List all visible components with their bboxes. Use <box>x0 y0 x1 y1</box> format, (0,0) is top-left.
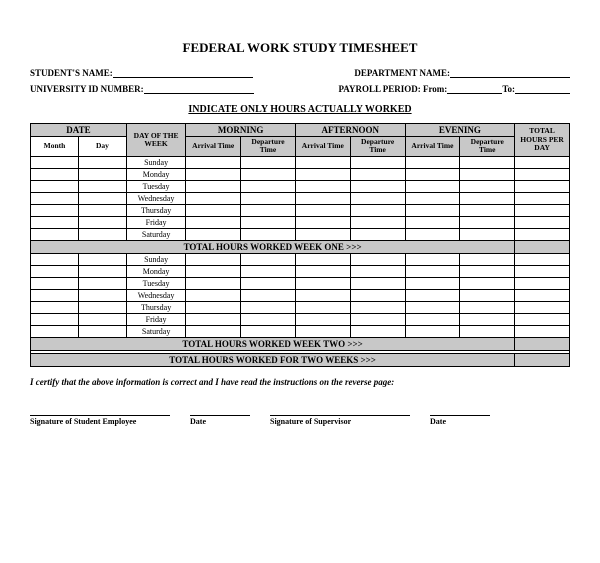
table-row: Wednesday <box>31 192 570 204</box>
th-m-dep: Departure Time <box>241 137 296 157</box>
summary-week1-value <box>515 240 570 253</box>
header-row-1: STUDENT'S NAME: DEPARTMENT NAME: <box>30 68 570 78</box>
day-cell: Wednesday <box>126 289 185 301</box>
sig-student-label: Signature of Student Employee <box>30 415 170 426</box>
table-row: Friday <box>31 216 570 228</box>
payroll-label: PAYROLL PERIOD: From: <box>338 84 447 94</box>
header-row-sub: Month Day Arrival Time Departure Time Ar… <box>31 137 570 157</box>
student-name-label: STUDENT'S NAME: <box>30 68 113 78</box>
summary-week2-label: TOTAL HOURS WORKED WEEK TWO >>> <box>31 337 515 350</box>
th-month: Month <box>31 137 79 157</box>
sig-student: Signature of Student Employee <box>30 415 170 426</box>
summary-week2-value <box>515 337 570 350</box>
day-cell: Tuesday <box>126 180 185 192</box>
page-title: FEDERAL WORK STUDY TIMESHEET <box>30 40 570 56</box>
timesheet-page: FEDERAL WORK STUDY TIMESHEET STUDENT'S N… <box>0 0 600 563</box>
student-name-field: STUDENT'S NAME: <box>30 68 253 78</box>
th-dayofweek: DAY OF THE WEEK <box>126 124 185 157</box>
table-row: Saturday <box>31 228 570 240</box>
timesheet-table: DATE DAY OF THE WEEK MORNING AFTERNOON E… <box>30 123 570 367</box>
day-cell: Sunday <box>126 156 185 168</box>
header-row-2: UNIVERSITY ID NUMBER: PAYROLL PERIOD: Fr… <box>30 84 570 94</box>
table-row: Wednesday <box>31 289 570 301</box>
sig-date1: Date <box>190 415 250 426</box>
table-row: Sunday <box>31 253 570 265</box>
department-line <box>450 68 570 78</box>
department-field: DEPARTMENT NAME: <box>354 68 570 78</box>
th-morning: MORNING <box>186 124 296 137</box>
summary-week1-label: TOTAL HOURS WORKED WEEK ONE >>> <box>31 240 515 253</box>
table-row: Tuesday <box>31 277 570 289</box>
th-day: Day <box>78 137 126 157</box>
th-date: DATE <box>31 124 127 137</box>
summary-week2: TOTAL HOURS WORKED WEEK TWO >>> <box>31 337 570 350</box>
department-label: DEPARTMENT NAME: <box>354 68 450 78</box>
th-a-arr: Arrival Time <box>295 137 350 157</box>
day-cell: Thursday <box>126 204 185 216</box>
day-cell: Friday <box>126 313 185 325</box>
to-line <box>515 84 570 94</box>
summary-total: TOTAL HOURS WORKED FOR TWO WEEKS >>> <box>31 353 570 366</box>
th-a-dep: Departure Time <box>350 137 405 157</box>
summary-total-label: TOTAL HOURS WORKED FOR TWO WEEKS >>> <box>31 353 515 366</box>
payroll-field: PAYROLL PERIOD: From: To: <box>338 84 570 94</box>
from-line <box>447 84 502 94</box>
sig-date2-label: Date <box>430 415 490 426</box>
th-e-arr: Arrival Time <box>405 137 460 157</box>
th-total: TOTAL HOURS PER DAY <box>515 124 570 157</box>
summary-total-value <box>515 353 570 366</box>
sig-supervisor-label: Signature of Supervisor <box>270 415 410 426</box>
table-row: Thursday <box>31 204 570 216</box>
th-evening: EVENING <box>405 124 515 137</box>
day-cell: Friday <box>126 216 185 228</box>
summary-week1: TOTAL HOURS WORKED WEEK ONE >>> <box>31 240 570 253</box>
table-row: Saturday <box>31 325 570 337</box>
day-cell: Monday <box>126 265 185 277</box>
table-row: Monday <box>31 168 570 180</box>
day-cell: Monday <box>126 168 185 180</box>
th-e-dep: Departure Time <box>460 137 515 157</box>
day-cell: Sunday <box>126 253 185 265</box>
day-cell: Tuesday <box>126 277 185 289</box>
table-row: Thursday <box>31 301 570 313</box>
id-line <box>144 84 254 94</box>
sig-date1-label: Date <box>190 415 250 426</box>
student-name-line <box>113 68 253 78</box>
day-cell: Thursday <box>126 301 185 313</box>
header-row-main: DATE DAY OF THE WEEK MORNING AFTERNOON E… <box>31 124 570 137</box>
table-row: Monday <box>31 265 570 277</box>
subtitle: INDICATE ONLY HOURS ACTUALLY WORKED <box>30 104 570 115</box>
day-cell: Wednesday <box>126 192 185 204</box>
id-field: UNIVERSITY ID NUMBER: <box>30 84 254 94</box>
signature-row: Signature of Student Employee Date Signa… <box>30 415 570 426</box>
table-row: Tuesday <box>31 180 570 192</box>
sig-supervisor: Signature of Supervisor <box>270 415 410 426</box>
id-label: UNIVERSITY ID NUMBER: <box>30 84 144 94</box>
certification-text: I certify that the above information is … <box>30 377 570 387</box>
table-row: Sunday <box>31 156 570 168</box>
day-cell: Saturday <box>126 325 185 337</box>
sig-date2: Date <box>430 415 490 426</box>
th-afternoon: AFTERNOON <box>295 124 405 137</box>
day-cell: Saturday <box>126 228 185 240</box>
table-row: Friday <box>31 313 570 325</box>
th-m-arr: Arrival Time <box>186 137 241 157</box>
payroll-to-label: To: <box>502 84 515 94</box>
